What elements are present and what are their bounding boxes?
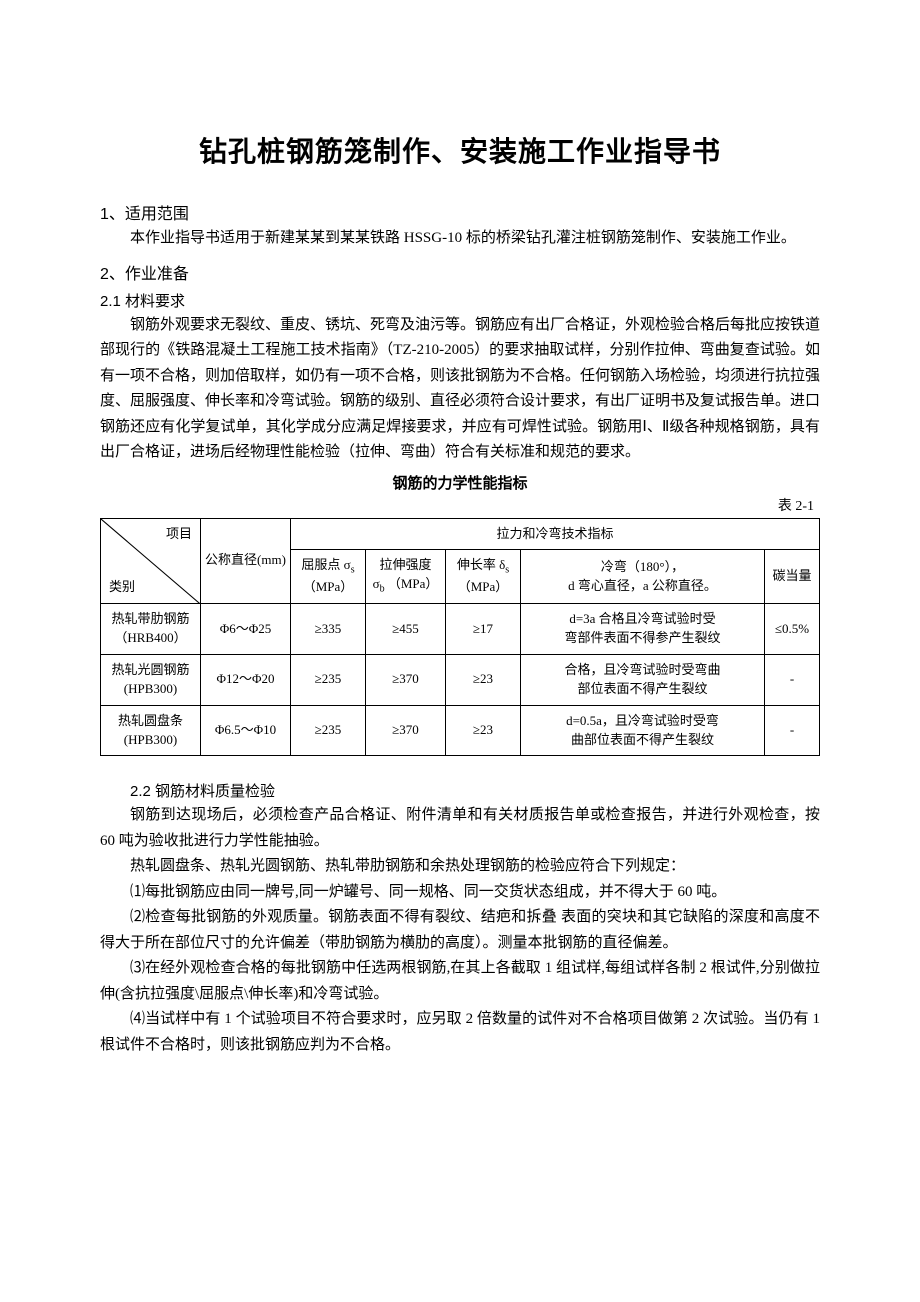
- col-diameter-header: 公称直径(mm): [201, 518, 291, 604]
- properties-table: 项目 类别 公称直径(mm) 拉力和冷弯技术指标 屈服点 σs （MPa） 拉伸…: [100, 518, 820, 757]
- section-2-2-p6: ⑷当试样中有 1 个试验项目不符合要求时，应另取 2 倍数量的试件对不合格项目做…: [100, 1007, 820, 1058]
- table-title: 钢筋的力学性能指标: [100, 472, 820, 493]
- section-1-paragraph: 本作业指导书适用于新建某某到某某铁路 HSSG-10 标的桥梁钻孔灌注桩钢筋笼制…: [100, 226, 820, 252]
- section-2-2-p1: 钢筋到达现场后，必须检查产品合格证、附件清单和有关材质报告单或检查报告，并进行外…: [100, 803, 820, 854]
- col-carbon-header: 碳当量: [765, 550, 820, 604]
- table-header-row-1: 项目 类别 公称直径(mm) 拉力和冷弯技术指标: [101, 518, 820, 550]
- col-tensile-header: 拉伸强度 σb （MPa）: [366, 550, 446, 604]
- cell-diameter: Φ6～Φ25: [201, 604, 291, 655]
- table-row: 热轧带肋钢筋（HRB400） Φ6～Φ25 ≥335 ≥455 ≥17 d=3a…: [101, 604, 820, 655]
- section-2-2-p3: ⑴每批钢筋应由同一牌号,同一炉罐号、同一规格、同一交货状态组成，并不得大于 60…: [100, 880, 820, 906]
- cell-carbon: -: [765, 705, 820, 756]
- page-container: 钻孔桩钢筋笼制作、安装施工作业指导书 1、适用范围 本作业指导书适用于新建某某到…: [0, 0, 920, 1118]
- cell-bend: d=3a 合格且冷弯试验时受弯部件表面不得参产生裂纹: [521, 604, 765, 655]
- section-1-heading: 1、适用范围: [100, 200, 820, 224]
- document-title: 钻孔桩钢筋笼制作、安装施工作业指导书: [100, 130, 820, 170]
- cell-diameter: Φ6.5～Φ10: [201, 705, 291, 756]
- col-elong-header: 伸长率 δs （MPa）: [446, 550, 521, 604]
- col-yield-header: 屈服点 σs （MPa）: [291, 550, 366, 604]
- diag-top-label: 项目: [166, 525, 192, 544]
- col-bend-header: 冷弯（180°）， d 弯心直径，a 公称直径。: [521, 550, 765, 604]
- cell-bend: 合格，且冷弯试验时受弯曲部位表面不得产生裂纹: [521, 654, 765, 705]
- diagonal-header-cell: 项目 类别: [101, 518, 201, 604]
- cell-yield: ≥235: [291, 705, 366, 756]
- cell-elong: ≥23: [446, 705, 521, 756]
- section-2-2-p4: ⑵检查每批钢筋的外观质量。钢筋表面不得有裂纹、结疤和拆叠 表面的突块和其它缺陷的…: [100, 905, 820, 956]
- cell-type: 热轧圆盘条(HPB300): [101, 705, 201, 756]
- table-row: 热轧光圆钢筋(HPB300) Φ12～Φ20 ≥235 ≥370 ≥23 合格，…: [101, 654, 820, 705]
- cell-tensile: ≥370: [366, 654, 446, 705]
- section-2-2-p5: ⑶在经外观检查合格的每批钢筋中任选两根钢筋,在其上各截取 1 组试样,每组试样各…: [100, 956, 820, 1007]
- cell-type: 热轧带肋钢筋（HRB400）: [101, 604, 201, 655]
- section-2-1-paragraph: 钢筋外观要求无裂纹、重皮、锈坑、死弯及油污等。钢筋应有出厂合格证，外观检验合格后…: [100, 313, 820, 466]
- table-row: 热轧圆盘条(HPB300) Φ6.5～Φ10 ≥235 ≥370 ≥23 d=0…: [101, 705, 820, 756]
- cell-diameter: Φ12～Φ20: [201, 654, 291, 705]
- cell-tensile: ≥455: [366, 604, 446, 655]
- cell-yield: ≥335: [291, 604, 366, 655]
- col-span-header: 拉力和冷弯技术指标: [291, 518, 820, 550]
- cell-type: 热轧光圆钢筋(HPB300): [101, 654, 201, 705]
- cell-elong: ≥17: [446, 604, 521, 655]
- cell-tensile: ≥370: [366, 705, 446, 756]
- section-2-heading: 2、作业准备: [100, 260, 820, 284]
- section-2-2-p2: 热轧圆盘条、热轧光圆钢筋、热轧带肋钢筋和余热处理钢筋的检验应符合下列规定：: [100, 854, 820, 880]
- cell-carbon: ≤0.5%: [765, 604, 820, 655]
- section-2-1-heading: 2.1 材料要求: [100, 290, 820, 311]
- section-2-2-heading: 2.2 钢筋材料质量检验: [100, 780, 820, 801]
- diag-bot-label: 类别: [109, 578, 135, 597]
- cell-carbon: -: [765, 654, 820, 705]
- cell-elong: ≥23: [446, 654, 521, 705]
- table-number: 表 2-1: [100, 495, 814, 515]
- cell-yield: ≥235: [291, 654, 366, 705]
- cell-bend: d=0.5a，且冷弯试验时受弯曲部位表面不得产生裂纹: [521, 705, 765, 756]
